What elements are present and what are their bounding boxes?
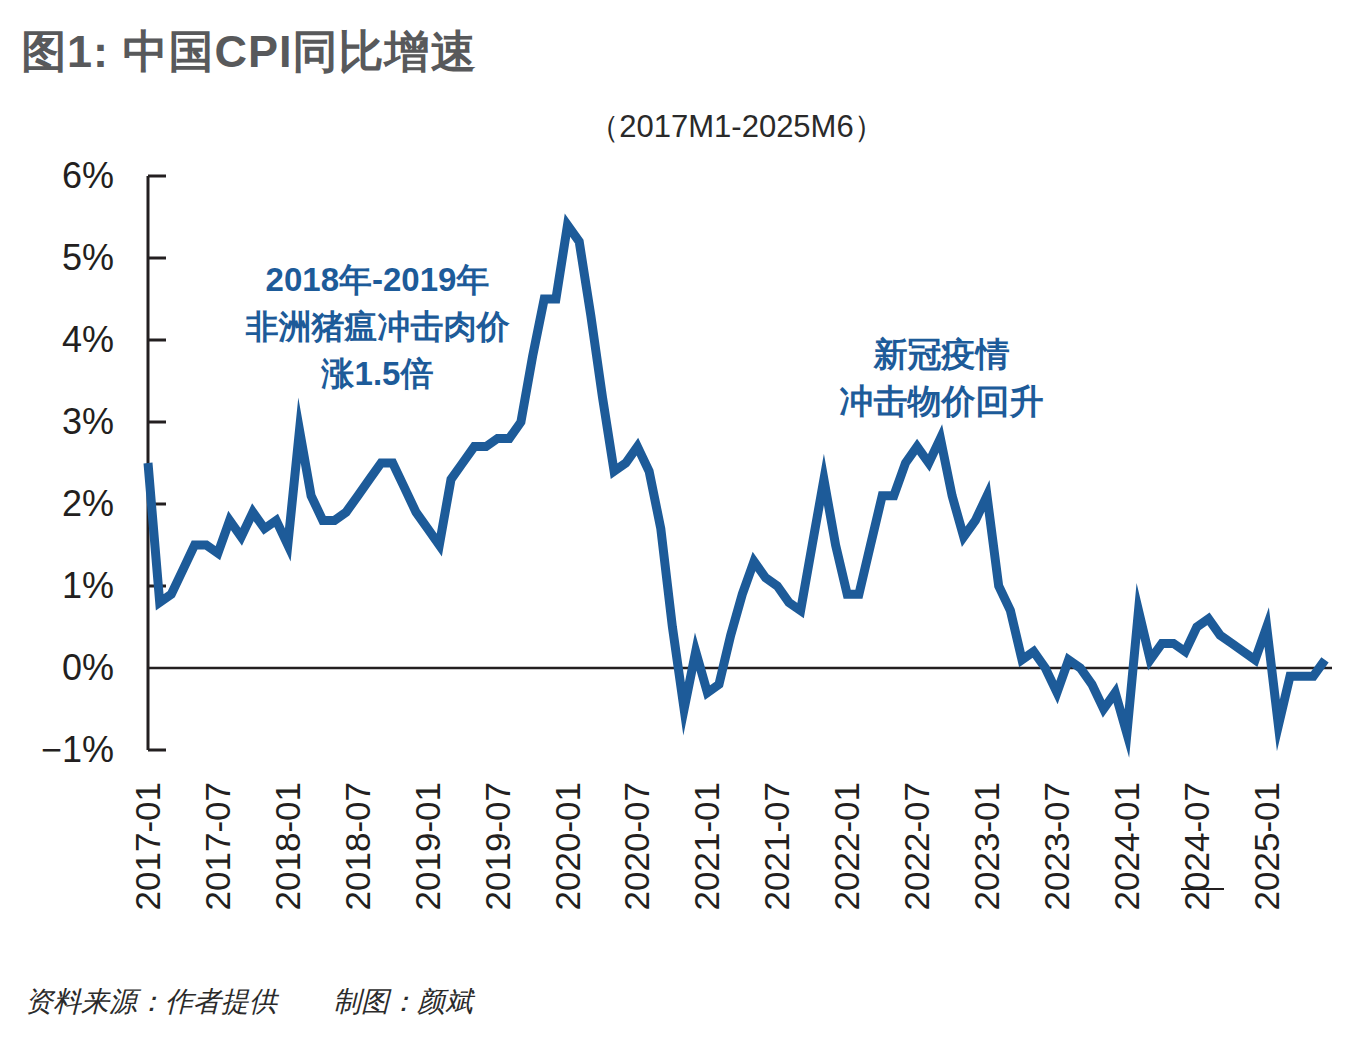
figure-page: 图1: 中国CPI同比增速 （2017M1-2025M6） 6%5%4%3%2%… bbox=[0, 0, 1350, 1041]
y-tick-label-−1%: −1% bbox=[41, 729, 114, 770]
figure-footer: 资料来源：作者提供 制图：颜斌 bbox=[25, 983, 473, 1021]
y-tick-label-6%: 6% bbox=[62, 155, 114, 196]
x-tick-label-2025-01: 2025-01 bbox=[1247, 782, 1286, 910]
annotation-covid: 新冠疫情 冲击物价回升 bbox=[789, 331, 1094, 425]
source-note: 资料来源：作者提供 bbox=[25, 986, 277, 1017]
y-tick-label-5%: 5% bbox=[62, 237, 114, 278]
credit-note: 制图：颜斌 bbox=[333, 986, 473, 1017]
x-tick-label-2021-07: 2021-07 bbox=[757, 782, 796, 910]
annotation-covid-line-2: 冲击物价回升 bbox=[789, 378, 1094, 425]
x-tick-label-2022-07: 2022-07 bbox=[897, 782, 936, 910]
y-tick-label-3%: 3% bbox=[62, 401, 114, 442]
x-tick-label-2024-07: 2024-07 bbox=[1177, 782, 1216, 910]
x-tick-label-2023-01: 2023-01 bbox=[967, 782, 1006, 910]
x-tick-label-2020-01: 2020-01 bbox=[548, 782, 587, 910]
x-tick-label-2022-01: 2022-01 bbox=[827, 782, 866, 910]
y-tick-label-1%: 1% bbox=[62, 565, 114, 606]
y-tick-label-2%: 2% bbox=[62, 483, 114, 524]
y-tick-label-0%: 0% bbox=[62, 647, 114, 688]
annotation-swine-fever-line-2: 非洲猪瘟冲击肉价 bbox=[225, 303, 530, 350]
x-tick-label-2019-07: 2019-07 bbox=[478, 782, 517, 910]
x-tick-label-2023-07: 2023-07 bbox=[1037, 782, 1076, 910]
y-tick-label-4%: 4% bbox=[62, 319, 114, 360]
annotation-swine-fever-line-3: 涨1.5倍 bbox=[225, 350, 530, 397]
x-tick-label-2017-07: 2017-07 bbox=[198, 782, 237, 910]
x-tick-label-2021-01: 2021-01 bbox=[687, 782, 726, 910]
x-tick-label-2019-01: 2019-01 bbox=[408, 782, 447, 910]
x-tick-label-2024-01: 2024-01 bbox=[1107, 782, 1146, 910]
cpi-line-chart: 6% 5% 4% 3% 2% 1% 0% −1% 2017-01 2017-07 2018-01 20… bbox=[0, 0, 1350, 1041]
x-tick-label-2018-07: 2018-07 bbox=[338, 782, 377, 910]
x-tick-label-2020-07: 2020-07 bbox=[617, 782, 656, 910]
x-tick-label-2018-01: 2018-01 bbox=[268, 782, 307, 910]
annotation-swine-fever-line-1: 2018年-2019年 bbox=[225, 256, 530, 303]
annotation-swine-fever: 2018年-2019年 非洲猪瘟冲击肉价 涨1.5倍 bbox=[225, 256, 530, 397]
annotation-covid-line-1: 新冠疫情 bbox=[789, 331, 1094, 378]
x-tick-label-2017-01: 2017-01 bbox=[128, 782, 167, 910]
